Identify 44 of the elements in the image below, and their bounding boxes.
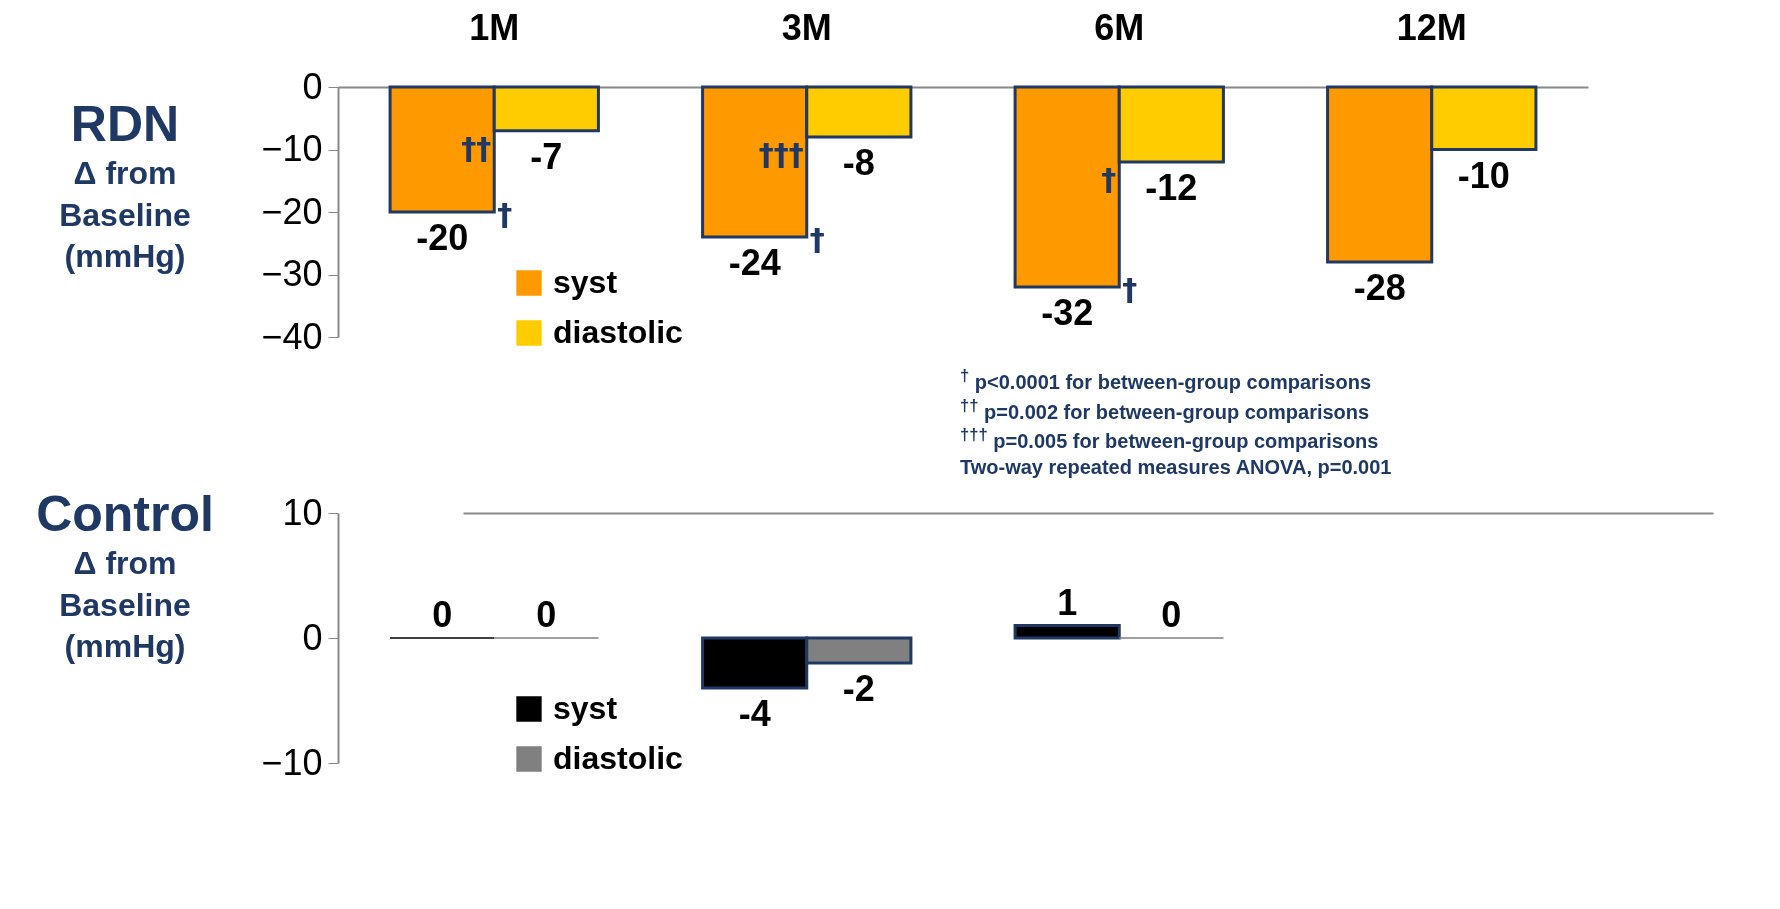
chart-title: Control <box>35 485 215 543</box>
data-label: 0 <box>1161 594 1182 635</box>
y-tick-label: −10 <box>261 741 323 783</box>
data-label: 0 <box>536 594 557 635</box>
data-label: 0 <box>432 594 453 635</box>
y-tick-label: −30 <box>261 253 323 294</box>
x-tick-label: 1M <box>469 6 520 48</box>
data-label: -8 <box>842 142 875 183</box>
annotation: †† <box>461 130 492 166</box>
text: $^{††}$ p=0.002 for between-group comparisons <box>960 394 1371 425</box>
data-label: -10 <box>1457 154 1510 196</box>
y-tick-label: −10 <box>261 128 323 169</box>
chart-title: RDN <box>69 95 181 153</box>
y-tick-label: 10 <box>282 491 323 533</box>
x-tick-label: 3M <box>781 6 832 48</box>
annotation: ††† <box>758 137 804 172</box>
legend-label: syst <box>553 264 618 300</box>
data-label: -12 <box>1145 167 1198 208</box>
y-axis-title: Δ from Baseline (mmHg) <box>58 544 192 667</box>
annotation: † <box>1101 162 1117 197</box>
y-tick-label: 0 <box>302 65 323 107</box>
x-tick-label: 12M <box>1396 6 1467 48</box>
data-label: -7 <box>530 135 563 177</box>
data-label: -32 <box>1041 292 1094 333</box>
text: $^{†††}$ p=0.005 for between-group comparisons <box>960 424 1380 454</box>
legend-label: diastolic <box>553 314 683 350</box>
annotation: † <box>809 222 825 257</box>
data-label: -28 <box>1353 267 1406 308</box>
annotation: † <box>497 197 513 232</box>
legend-label: diastolic <box>553 740 683 776</box>
data-label: -20 <box>416 217 469 258</box>
data-label: -4 <box>738 693 771 734</box>
data-label: -24 <box>728 242 781 283</box>
y-tick-label: 0 <box>302 616 323 658</box>
annotation: † <box>1122 272 1138 307</box>
y-tick-label: −20 <box>261 190 323 232</box>
y-tick-label: −40 <box>261 315 323 357</box>
data-label: -2 <box>842 668 875 709</box>
x-tick-label: 6M <box>1094 6 1145 48</box>
text: $^{†}$ p<0.0001 for between-group comparisons <box>960 365 1373 395</box>
text: Two-way repeated measures ANOVA, p=0.001 <box>960 454 1393 480</box>
legend-label: syst <box>553 690 618 726</box>
data-label: 1 <box>1057 581 1078 623</box>
y-axis-title: Δ from Baseline (mmHg) <box>58 154 192 277</box>
